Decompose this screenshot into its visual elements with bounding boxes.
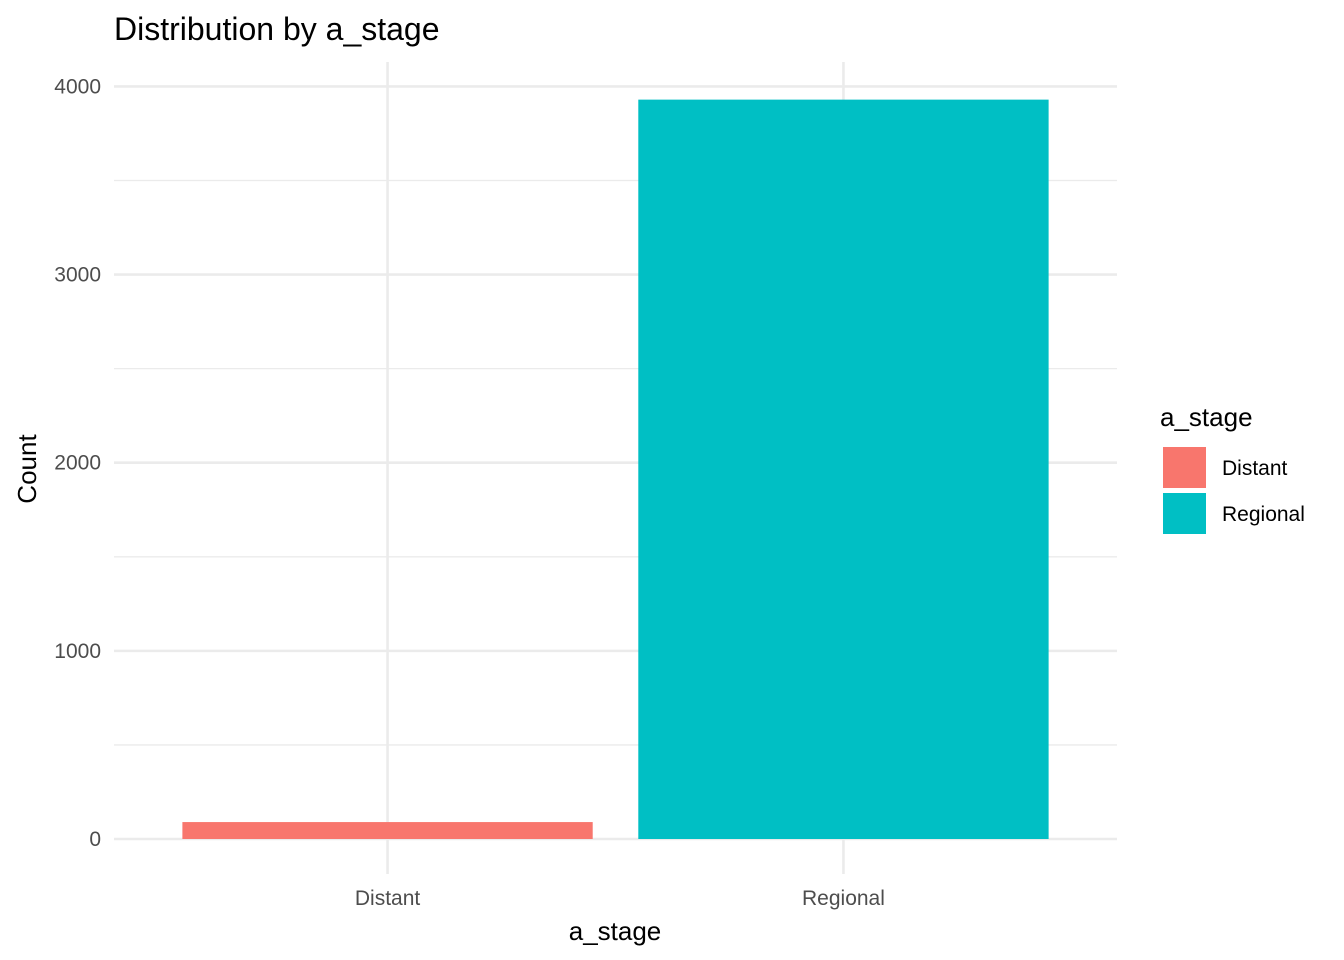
legend-label: Regional: [1222, 503, 1305, 526]
legend-swatch-distant: [1163, 447, 1206, 488]
legend-title: a_stage: [1160, 402, 1253, 432]
legend-label: Distant: [1222, 457, 1288, 480]
chart-title: Distribution by a_stage: [114, 11, 440, 47]
y-tick-label: 2000: [54, 452, 101, 475]
y-tick-label: 0: [89, 828, 101, 851]
x-axis-title: a_stage: [569, 916, 662, 946]
bars: [182, 99, 1049, 839]
x-tick-label: Regional: [802, 887, 885, 910]
y-axis-title: Count: [12, 434, 42, 504]
y-tick-labels: 0 1000 2000 3000 4000: [54, 75, 101, 851]
bar-distant: [182, 822, 593, 839]
x-tick-label: Distant: [355, 887, 421, 910]
legend-swatch-regional: [1163, 493, 1206, 534]
x-tick-labels: Distant Regional: [355, 887, 885, 910]
y-tick-label: 3000: [54, 264, 101, 287]
legend: a_stage Distant Regional: [1160, 402, 1305, 534]
y-tick-label: 4000: [54, 75, 101, 98]
y-tick-label: 1000: [54, 640, 101, 663]
bar-regional: [638, 99, 1049, 839]
